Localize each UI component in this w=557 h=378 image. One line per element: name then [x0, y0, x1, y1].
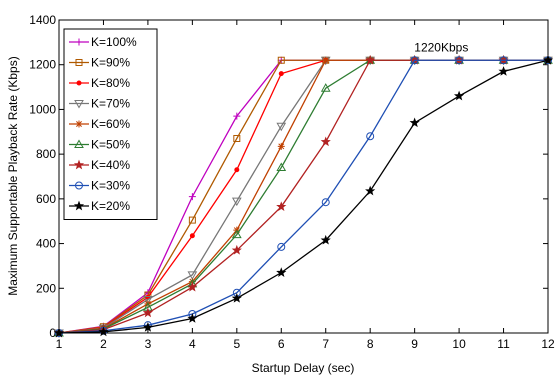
data-point	[320, 83, 331, 92]
y-tick-label: 1000	[29, 102, 56, 116]
legend-item: K=20%	[69, 199, 130, 213]
data-point	[233, 134, 241, 142]
legend-marker	[73, 159, 85, 170]
data-point	[454, 90, 465, 101]
data-point	[187, 281, 198, 292]
data-point	[189, 233, 195, 239]
legend-marker	[75, 38, 83, 46]
legend-item: K=100%	[69, 35, 137, 49]
x-tick-label: 9	[411, 337, 418, 351]
annotation-label: 1220Kbps	[414, 40, 468, 54]
data-point	[321, 198, 330, 207]
x-tick-label: 4	[189, 337, 196, 351]
y-tick-label: 400	[36, 237, 56, 251]
data-point	[231, 244, 242, 255]
data-point	[277, 56, 285, 64]
x-tick-label: 1	[56, 337, 63, 351]
data-point	[278, 71, 284, 77]
data-point	[231, 229, 242, 239]
data-point	[187, 313, 198, 323]
data-point	[188, 278, 196, 286]
legend-label: K=80%	[91, 76, 130, 90]
data-point	[53, 327, 65, 338]
data-point	[276, 267, 287, 277]
y-tick-label: 800	[36, 147, 56, 161]
x-tick-label: 7	[322, 337, 329, 351]
series-line	[58, 59, 549, 334]
data-point	[498, 66, 509, 76]
legend-item: K=80%	[69, 76, 130, 90]
legend-marker	[76, 80, 82, 86]
legend-label: K=100%	[91, 35, 137, 49]
data-point	[231, 197, 242, 207]
legend-item: K=40%	[69, 158, 130, 172]
legend-label: K=40%	[91, 158, 130, 172]
data-point	[366, 132, 375, 141]
legend-item: K=30%	[69, 179, 130, 193]
data-point	[142, 307, 153, 318]
legend-label: K=20%	[91, 199, 130, 213]
x-axis-label: Startup Delay (sec)	[252, 361, 355, 375]
data-point	[322, 56, 330, 64]
data-point	[276, 201, 287, 212]
data-point	[499, 56, 508, 65]
data-point	[277, 242, 286, 251]
legend-marker	[74, 139, 84, 148]
x-tick-label: 8	[367, 337, 374, 351]
legend-label: K=70%	[91, 97, 130, 111]
legend-label: K=60%	[91, 117, 130, 131]
legend-marker	[75, 120, 83, 128]
x-tick-label: 5	[233, 337, 240, 351]
data-point	[233, 112, 241, 120]
data-point	[143, 295, 153, 305]
data-point	[231, 292, 242, 303]
legend: K=100% K=90% K=80% K=70% K=60% K=50% K=40% K=30…	[63, 28, 158, 220]
x-tick-label: 2	[100, 337, 107, 351]
y-tick-label: 200	[36, 281, 56, 295]
legend-marker	[73, 200, 85, 211]
x-tick-label: 3	[145, 337, 152, 351]
data-point	[320, 234, 331, 245]
y-tick-label: 0	[49, 326, 56, 340]
x-tick-label: 10	[452, 337, 466, 351]
legend-item: K=60%	[69, 117, 130, 131]
series-K=20%	[53, 54, 554, 338]
legend-item: K=50%	[69, 138, 130, 152]
data-point	[234, 167, 240, 173]
x-tick-label: 11	[497, 337, 510, 351]
data-point	[277, 142, 285, 150]
data-point	[410, 56, 419, 65]
data-point	[542, 54, 554, 65]
data-point	[276, 162, 287, 172]
series-layer	[53, 54, 554, 339]
y-tick-label: 1400	[29, 13, 56, 27]
legend-marker	[74, 100, 84, 109]
data-point	[142, 322, 153, 332]
x-tick-label: 6	[278, 337, 285, 351]
series-line	[58, 59, 548, 334]
x-tick-label: 12	[541, 337, 555, 351]
legend-item: K=90%	[69, 56, 130, 70]
data-point	[188, 216, 196, 224]
data-point	[276, 122, 287, 132]
data-point	[187, 271, 198, 280]
data-point	[409, 117, 420, 128]
legend-label: K=90%	[91, 56, 130, 70]
data-point	[320, 136, 331, 147]
y-tick-label: 600	[36, 192, 56, 206]
data-point	[365, 185, 376, 196]
y-tick-label: 1200	[29, 58, 56, 72]
legend-marker	[75, 59, 83, 66]
data-point	[188, 193, 196, 201]
data-point	[455, 56, 464, 65]
legend-marker	[75, 181, 83, 190]
legend-label: K=30%	[91, 179, 130, 193]
legend-label: K=50%	[91, 138, 130, 152]
legend-item: K=70%	[69, 97, 130, 111]
data-point	[98, 326, 109, 337]
y-axis-label: Maximum Supportable Playback Rate (Kbps)	[6, 56, 20, 295]
data-point	[365, 54, 376, 65]
